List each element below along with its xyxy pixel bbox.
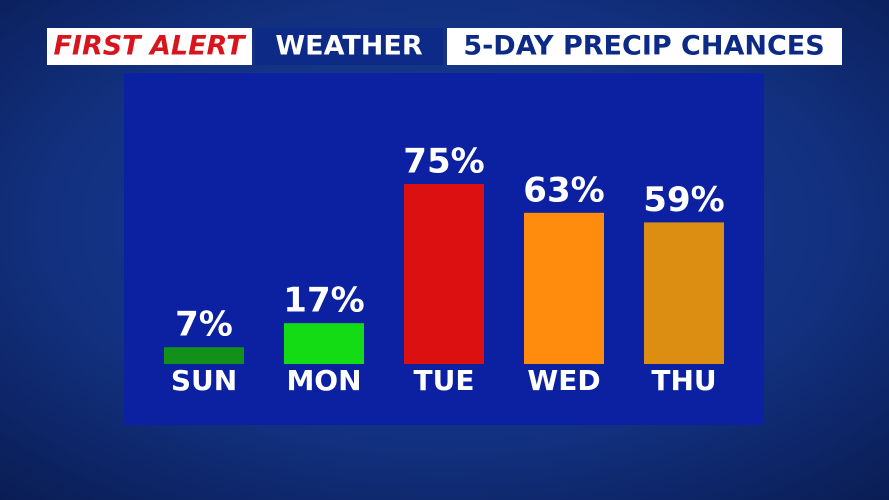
value-label: 17%	[283, 281, 364, 321]
bar	[524, 212, 604, 364]
bar	[284, 323, 364, 364]
x-tick-label: TUE	[414, 364, 475, 397]
x-tick-label: SUN	[171, 364, 237, 397]
value-label: 63%	[523, 170, 604, 210]
x-tick-label: MON	[286, 364, 361, 397]
value-label: 75%	[403, 142, 484, 182]
value-label: 59%	[643, 180, 724, 220]
section: WEATHER	[275, 31, 422, 62]
brand-box	[47, 28, 252, 65]
title-box	[447, 28, 842, 65]
bar	[164, 347, 244, 364]
value-label: 7%	[175, 305, 233, 345]
chart-title: 5-DAY PRECIP CHANCES	[463, 31, 824, 62]
bar	[644, 222, 724, 364]
x-tick-label: WED	[527, 364, 600, 397]
x-tick-label: THU	[651, 364, 716, 397]
brand: FIRST ALERT	[53, 31, 247, 62]
section-box	[255, 28, 443, 65]
bar	[404, 184, 484, 364]
